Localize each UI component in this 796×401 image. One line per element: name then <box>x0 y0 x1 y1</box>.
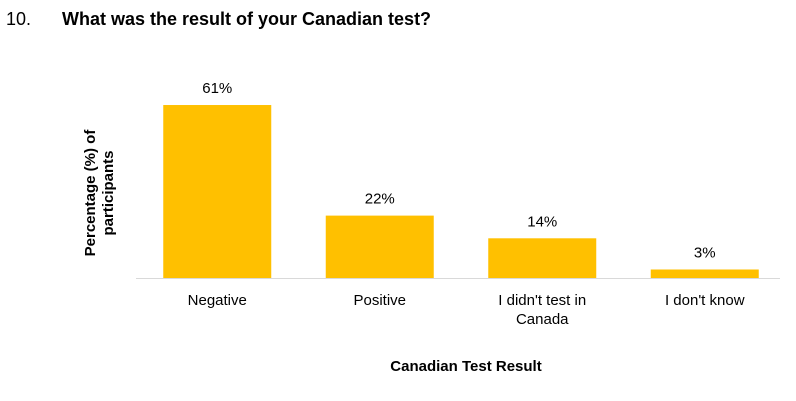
data-label: 3% <box>694 244 716 261</box>
bar <box>488 238 597 278</box>
data-label: 61% <box>202 80 232 97</box>
bar <box>650 269 759 278</box>
y-axis-title: Percentage (%) of participants <box>82 129 117 257</box>
x-axis-title: Canadian Test Result <box>390 358 541 375</box>
x-tick-label: I didn't test in Canada <box>498 292 587 328</box>
bar <box>325 215 434 278</box>
x-tick-label: I don't know <box>664 292 745 309</box>
bar <box>163 105 272 279</box>
x-tick-label: Negative <box>187 292 247 309</box>
data-label: 14% <box>527 213 557 230</box>
data-label: 22% <box>365 191 395 208</box>
chart-title: What was the result of your Canadian tes… <box>62 9 431 29</box>
x-tick-label: Positive <box>353 292 407 309</box>
question-number: 10. <box>6 9 31 29</box>
